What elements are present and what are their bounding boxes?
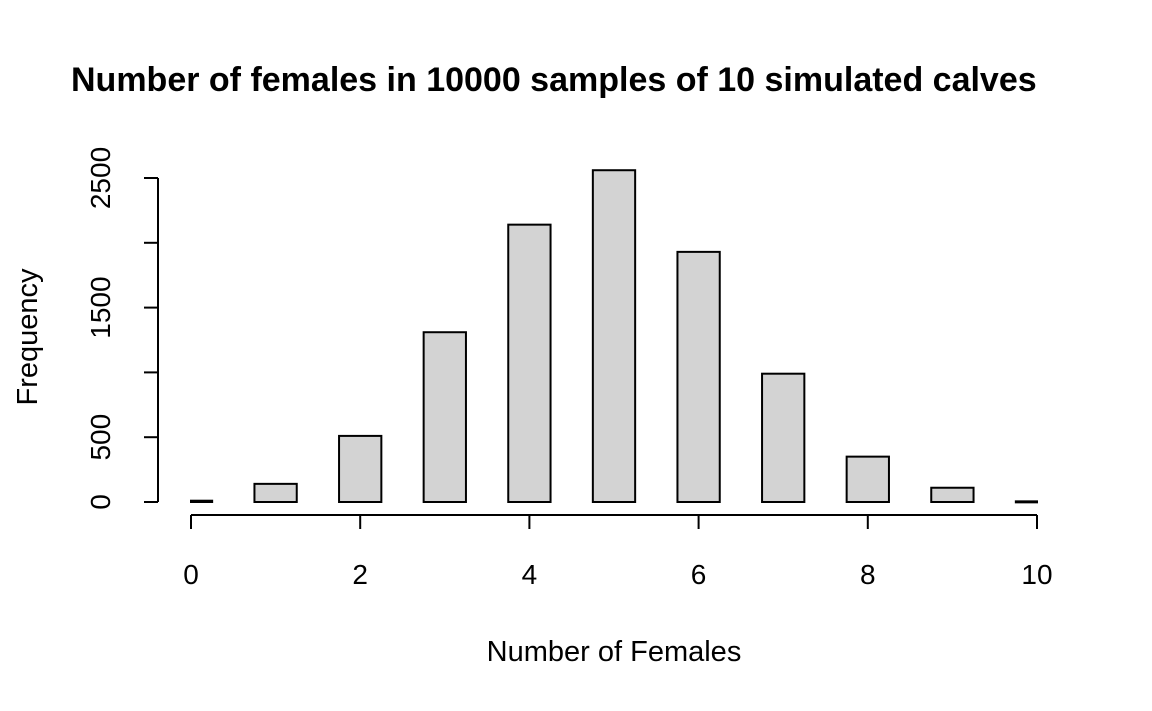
x-tick-label-4: 4	[522, 559, 538, 590]
histogram-bar-3	[422, 331, 467, 503]
y-axis: 0 500 1500 2500	[85, 147, 159, 510]
histogram-bar-2	[338, 434, 383, 503]
y-tick-label-500: 500	[85, 414, 116, 461]
x-axis: 0 2 4 6 8 10	[183, 514, 1053, 590]
x-tick-label-6: 6	[691, 559, 707, 590]
histogram-bar-4	[507, 223, 552, 503]
histogram-bar-5	[591, 169, 637, 503]
x-tick-label-8: 8	[860, 559, 876, 590]
x-axis-label: Number of Females	[487, 636, 742, 668]
y-tick-label-2500: 2500	[85, 147, 116, 209]
x-tick-label-0: 0	[183, 559, 199, 590]
bars-group	[190, 169, 1038, 504]
histogram-bar-1	[253, 482, 298, 503]
histogram-bar-7	[761, 372, 806, 504]
histogram-bar-9	[930, 486, 975, 503]
chart-title: Number of females in 10000 samples of 10…	[71, 61, 1037, 99]
y-tick-label-0: 0	[85, 494, 116, 510]
y-axis-label: Frequency	[12, 268, 44, 406]
histogram-bar-8	[845, 455, 890, 504]
histogram-bar-0	[190, 499, 214, 504]
x-tick-label-10: 10	[1021, 559, 1052, 590]
x-tick-label-2: 2	[352, 559, 368, 590]
histogram-bar-6	[676, 250, 721, 503]
y-tick-label-1500: 1500	[85, 276, 116, 338]
histogram-bar-10	[1014, 500, 1038, 504]
